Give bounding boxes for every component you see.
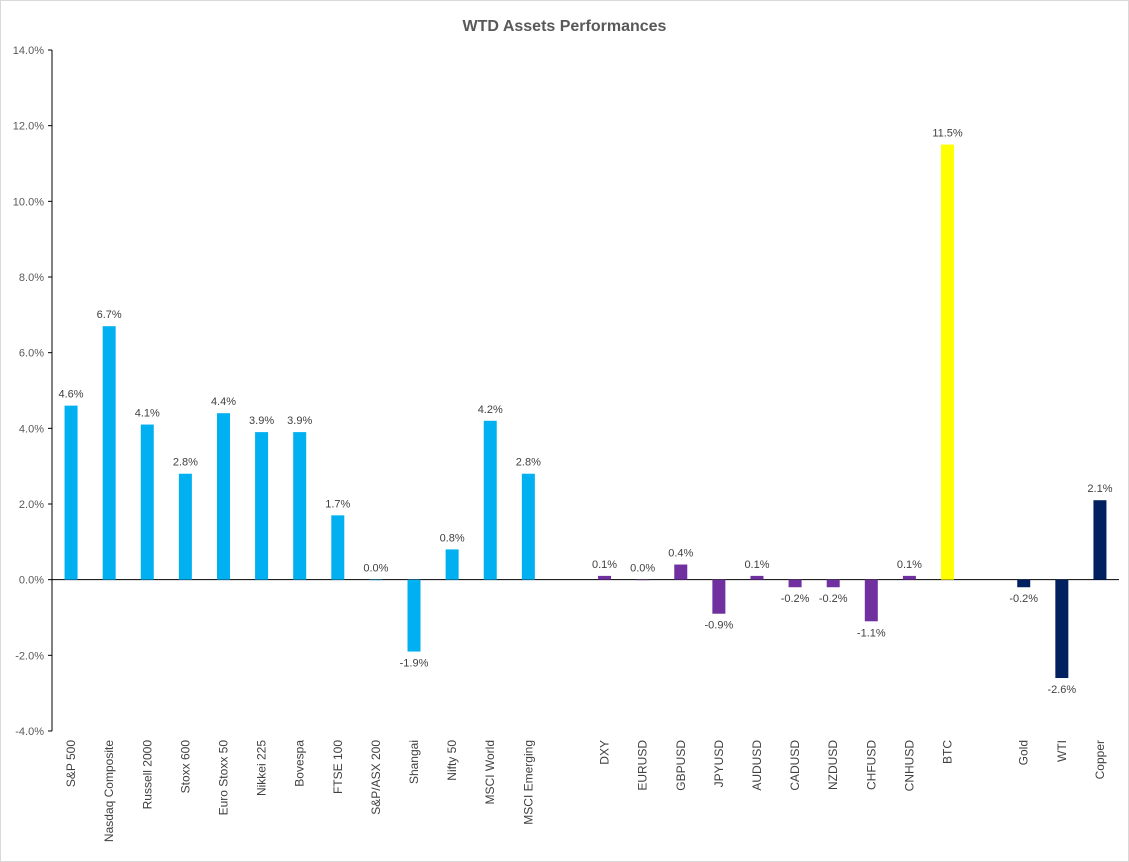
data-label: 0.1% xyxy=(592,559,617,571)
x-tick-label: CADUSD xyxy=(788,740,802,791)
x-tick-label: MSCI Emerging xyxy=(521,740,535,825)
x-tick-label: Euro Stoxx 50 xyxy=(216,740,230,816)
y-tick-label: -2.0% xyxy=(15,650,44,662)
x-tick-label: Shangai xyxy=(407,740,421,784)
x-tick-label: NZDUSD xyxy=(826,740,840,790)
data-label: -0.2% xyxy=(1009,593,1038,605)
bar xyxy=(483,420,497,580)
chart-title: WTD Assets Performances xyxy=(462,18,667,35)
bar xyxy=(369,579,383,581)
x-tick-label: WTI xyxy=(1055,740,1069,762)
bar xyxy=(826,579,840,588)
x-tick-label: FTSE 100 xyxy=(331,740,345,794)
bar xyxy=(712,579,726,614)
bar xyxy=(1093,500,1107,580)
bar xyxy=(1017,579,1031,588)
y-tick-label: 0.0% xyxy=(19,575,44,587)
data-label: -0.9% xyxy=(705,620,734,632)
y-tick-label: 8.0% xyxy=(19,272,44,284)
x-tick-label: Nasdaq Composite xyxy=(102,740,116,842)
data-label: -1.1% xyxy=(857,627,886,639)
data-label: 4.1% xyxy=(135,408,160,420)
bar xyxy=(1055,579,1069,679)
bar xyxy=(407,579,421,652)
y-tick-label: 14.0% xyxy=(13,45,44,57)
x-tick-label: AUDUSD xyxy=(750,740,764,791)
bar xyxy=(636,579,650,581)
x-tick-label: Nifty 50 xyxy=(445,740,459,781)
bar xyxy=(331,515,345,580)
data-label: 0.8% xyxy=(440,532,465,544)
x-tick-label: GBPUSD xyxy=(674,740,688,791)
data-label: 0.4% xyxy=(668,548,693,560)
y-tick-label: -4.0% xyxy=(15,726,44,738)
data-label: 0.1% xyxy=(897,559,922,571)
y-tick-label: 10.0% xyxy=(13,196,44,208)
data-label: 11.5% xyxy=(932,128,963,140)
data-label: 0.0% xyxy=(363,563,388,575)
x-tick-label: EURUSD xyxy=(636,740,650,791)
x-tick-label: BTC xyxy=(941,740,955,764)
data-label: 4.6% xyxy=(59,389,84,401)
bar xyxy=(788,579,802,588)
x-tick-label: S&P/ASX 200 xyxy=(369,740,383,815)
x-tick-label: Bovespa xyxy=(293,740,307,787)
bar xyxy=(178,473,192,580)
data-label: -0.2% xyxy=(781,593,810,605)
data-label: 4.2% xyxy=(478,404,503,416)
bar xyxy=(521,473,535,580)
y-tick-label: 6.0% xyxy=(19,348,44,360)
x-tick-label: Nikkei 225 xyxy=(255,740,269,796)
data-label: 3.9% xyxy=(249,415,274,427)
data-label: 2.8% xyxy=(516,457,541,469)
data-label: 2.8% xyxy=(173,457,198,469)
bar xyxy=(102,326,116,580)
data-label: 0.1% xyxy=(744,559,769,571)
bar xyxy=(140,424,154,580)
bar xyxy=(598,575,612,580)
bar xyxy=(255,432,269,580)
x-tick-label: MSCI World xyxy=(483,740,497,804)
data-label: -1.9% xyxy=(400,658,429,670)
x-tick-label: Stoxx 600 xyxy=(178,740,192,794)
data-label: 2.1% xyxy=(1087,483,1112,495)
x-tick-label: JPYUSD xyxy=(712,740,726,788)
data-label: 0.0% xyxy=(630,563,655,575)
bar xyxy=(864,579,878,622)
y-tick-label: 2.0% xyxy=(19,499,44,511)
data-label: 4.4% xyxy=(211,396,236,408)
bar xyxy=(941,144,955,580)
bar xyxy=(902,575,916,580)
bar xyxy=(64,405,78,580)
bar xyxy=(674,564,688,580)
x-tick-label: S&P 500 xyxy=(64,740,78,787)
x-tick-label: Russell 2000 xyxy=(140,740,154,810)
bar xyxy=(293,432,307,580)
bar xyxy=(216,413,230,580)
data-label: 1.7% xyxy=(325,498,350,510)
data-label: 6.7% xyxy=(97,309,122,321)
x-tick-label: Copper xyxy=(1093,740,1107,779)
x-tick-label: CNHUSD xyxy=(902,740,916,792)
x-tick-label: DXY xyxy=(598,740,612,765)
x-tick-label: Gold xyxy=(1017,740,1031,765)
data-label: 3.9% xyxy=(287,415,312,427)
y-tick-label: 12.0% xyxy=(13,121,44,133)
bar xyxy=(445,549,459,580)
data-label: -0.2% xyxy=(819,593,848,605)
data-label: -2.6% xyxy=(1047,684,1076,696)
x-tick-label: CHFUSD xyxy=(864,740,878,790)
y-tick-label: 4.0% xyxy=(19,423,44,435)
bar xyxy=(750,575,764,580)
